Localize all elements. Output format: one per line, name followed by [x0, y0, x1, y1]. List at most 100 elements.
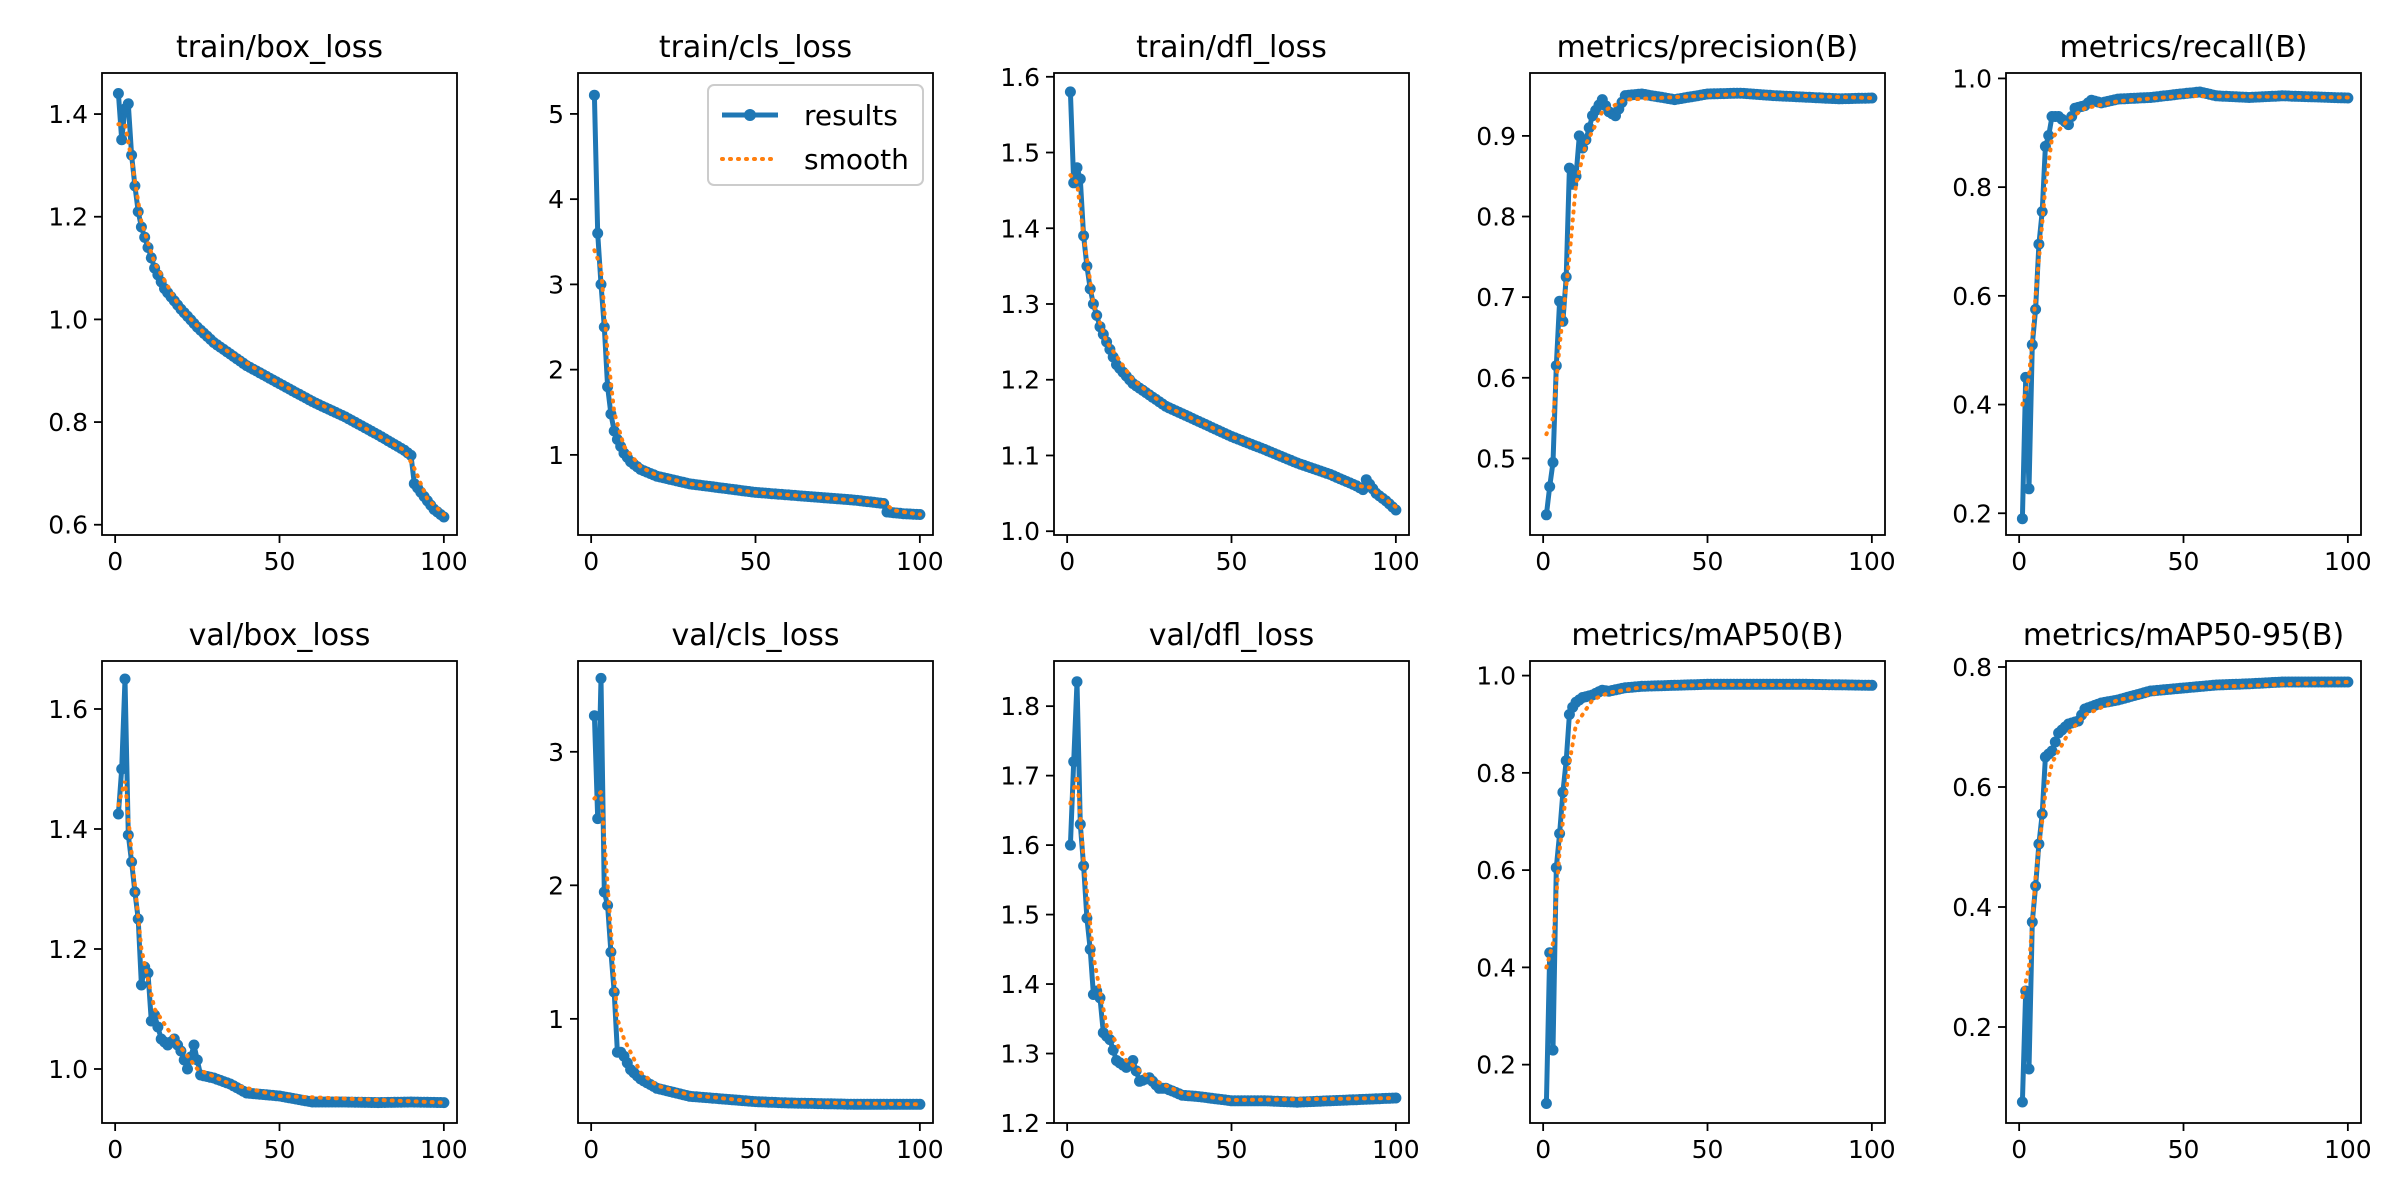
y-tick-label-metrics-recall-b-0: 0.2	[1952, 499, 1992, 528]
y-tick-label-metrics-map50-b-3: 0.8	[1476, 759, 1516, 788]
y-tick-label-metrics-recall-b-4: 1.0	[1952, 64, 1992, 93]
results-point-metrics-recall-b-9	[2043, 130, 2055, 141]
panel-val-cls-loss: val/cls_loss 0 50 100 1 2 3	[548, 618, 944, 1164]
results-point-val-dfl-loss-1	[1064, 839, 1076, 851]
y-tick-label-metrics-map50-b-1: 0.4	[1476, 953, 1516, 982]
y-tick-label-metrics-map50-95-b-1: 0.4	[1952, 893, 1992, 922]
results-point-metrics-precision-b-2	[1544, 481, 1556, 493]
x-tick-label-train-dfl-loss-0: 0	[1059, 547, 1075, 576]
results-point-metrics-map50-95-b-1	[2016, 1096, 2028, 1108]
x-tick-label-train-dfl-loss-1: 50	[1216, 547, 1248, 576]
x-tick-label-val-cls-loss-0: 0	[583, 1135, 599, 1164]
panel-train-cls-loss: train/cls_loss 0 50 100 1 2 3 4 5 results smooth	[548, 30, 944, 576]
legend-label-smooth: smooth	[804, 143, 909, 176]
x-tick-label-train-box-loss-0: 0	[107, 547, 123, 576]
results-point-metrics-precision-b-8	[1563, 162, 1575, 174]
y-tick-label-metrics-precision-b-1: 0.6	[1476, 364, 1516, 393]
y-tick-label-metrics-recall-b-2: 0.6	[1952, 282, 1992, 311]
results-point-train-box-loss-4	[122, 98, 134, 110]
x-tick-label-metrics-map50-95-b-2: 100	[2324, 1135, 2372, 1164]
results-point-val-cls-loss-2	[592, 813, 604, 825]
x-tick-label-metrics-map50-b-2: 100	[1848, 1135, 1896, 1164]
panel-title-metrics-precision-b: metrics/precision(B)	[1557, 30, 1859, 65]
y-tick-label-train-cls-loss-4: 5	[548, 100, 564, 129]
legend-results-marker-icon	[744, 109, 756, 121]
y-tick-label-metrics-map50-95-b-3: 0.8	[1952, 653, 1992, 682]
results-point-metrics-map50-b-5	[1554, 828, 1566, 840]
results-point-val-box-loss-13	[152, 1021, 164, 1033]
y-tick-label-train-box-loss-0: 0.6	[48, 511, 88, 540]
results-point-metrics-map50-95-b-11	[2049, 736, 2061, 748]
panel-title-train-cls-loss: train/cls_loss	[659, 30, 852, 65]
results-point-metrics-precision-b-5	[1554, 295, 1566, 307]
y-tick-label-val-cls-loss-1: 2	[548, 871, 564, 900]
y-tick-label-train-cls-loss-0: 1	[548, 441, 564, 470]
results-point-val-box-loss-2	[116, 763, 128, 775]
axes-frame-val-cls-loss	[577, 660, 934, 1124]
legend: results smooth	[707, 84, 924, 186]
y-tick-label-train-dfl-loss-3: 1.3	[1000, 290, 1040, 319]
results-point-metrics-map50-95-b-4	[2026, 916, 2038, 928]
y-tick-label-train-dfl-loss-1: 1.1	[1000, 441, 1040, 470]
x-tick-label-metrics-recall-b-2: 100	[2324, 547, 2372, 576]
results-point-train-box-loss-1	[112, 88, 124, 99]
x-tick-label-metrics-precision-b-0: 0	[1535, 547, 1551, 576]
smooth-line-val-box-loss	[116, 780, 446, 1105]
results-point-metrics-precision-b-1	[1540, 509, 1552, 521]
y-tick-label-train-box-loss-1: 0.8	[48, 408, 88, 437]
y-tick-label-val-dfl-loss-3: 1.5	[1000, 901, 1040, 930]
y-tick-label-train-cls-loss-2: 3	[548, 270, 564, 299]
results-point-val-dfl-loss-2	[1068, 756, 1080, 768]
panel-train-box-loss: train/box_loss 0 50 100 0.6 0.8 1.0 1.2 1.4	[48, 30, 467, 576]
x-tick-label-metrics-recall-b-0: 0	[2011, 547, 2027, 576]
results-point-val-dfl-loss-13	[1104, 1034, 1116, 1046]
results-point-train-cls-loss-7	[608, 425, 620, 437]
y-tick-label-train-dfl-loss-4: 1.4	[1000, 214, 1040, 243]
y-tick-label-val-dfl-loss-2: 1.4	[1000, 970, 1040, 999]
axes-frame-train-dfl-loss	[1053, 72, 1410, 536]
axes-frame-metrics-map50-95-b	[2005, 660, 2362, 1124]
y-tick-label-val-dfl-loss-1: 1.3	[1000, 1040, 1040, 1069]
y-tick-label-val-cls-loss-2: 3	[548, 738, 564, 767]
x-tick-label-train-cls-loss-0: 0	[583, 547, 599, 576]
results-point-val-box-loss-100	[438, 1097, 450, 1109]
y-tick-label-metrics-map50-95-b-0: 0.2	[1952, 1013, 1992, 1042]
axes-frame-val-dfl-loss	[1053, 660, 1410, 1124]
results-line-metrics-recall-b	[2019, 89, 2351, 522]
x-tick-label-val-cls-loss-2: 100	[896, 1135, 944, 1164]
y-tick-label-val-box-loss-2: 1.4	[48, 815, 88, 844]
axes-frame-metrics-recall-b	[2005, 72, 2362, 536]
panel-title-val-cls-loss: val/cls_loss	[672, 618, 840, 653]
results-point-train-box-loss-90	[405, 449, 417, 461]
results-point-train-dfl-loss-1	[1064, 86, 1076, 98]
results-point-train-box-loss-2	[116, 134, 128, 146]
results-line-metrics-map50-95-b	[2019, 679, 2351, 1105]
panel-title-val-box-loss: val/box_loss	[189, 618, 371, 653]
results-line-train-dfl-loss	[1067, 89, 1399, 513]
y-tick-label-val-dfl-loss-0: 1.2	[1000, 1109, 1040, 1138]
results-point-val-box-loss-1	[112, 808, 124, 820]
y-tick-label-train-dfl-loss-2: 1.2	[1000, 366, 1040, 395]
results-line-metrics-map50-b	[1543, 681, 1875, 1106]
x-tick-label-val-dfl-loss-0: 0	[1059, 1135, 1075, 1164]
results-point-train-box-loss-5	[126, 149, 138, 161]
axes-frame-val-box-loss	[101, 660, 458, 1124]
y-tick-label-train-cls-loss-1: 2	[548, 356, 564, 385]
results-point-train-box-loss-100	[438, 511, 450, 523]
smooth-line-train-cls-loss	[592, 248, 922, 517]
x-tick-label-train-box-loss-2: 100	[420, 547, 468, 576]
y-tick-label-val-box-loss-3: 1.6	[48, 695, 88, 724]
y-tick-label-train-dfl-loss-5: 1.5	[1000, 139, 1040, 168]
x-tick-label-train-cls-loss-1: 50	[740, 547, 772, 576]
panel-title-metrics-map50-b: metrics/mAP50(B)	[1571, 618, 1843, 653]
y-tick-label-metrics-precision-b-3: 0.8	[1476, 203, 1516, 232]
y-tick-label-val-cls-loss-0: 1	[548, 1005, 564, 1034]
panel-title-metrics-recall-b: metrics/recall(B)	[2059, 30, 2307, 65]
y-tick-label-train-cls-loss-3: 4	[548, 185, 564, 214]
y-tick-label-val-dfl-loss-5: 1.7	[1000, 762, 1040, 791]
y-tick-label-train-box-loss-4: 1.4	[48, 100, 88, 129]
y-tick-label-val-dfl-loss-6: 1.8	[1000, 692, 1040, 721]
results-line-train-box-loss	[115, 91, 447, 520]
results-point-metrics-precision-b-14	[1583, 122, 1595, 134]
